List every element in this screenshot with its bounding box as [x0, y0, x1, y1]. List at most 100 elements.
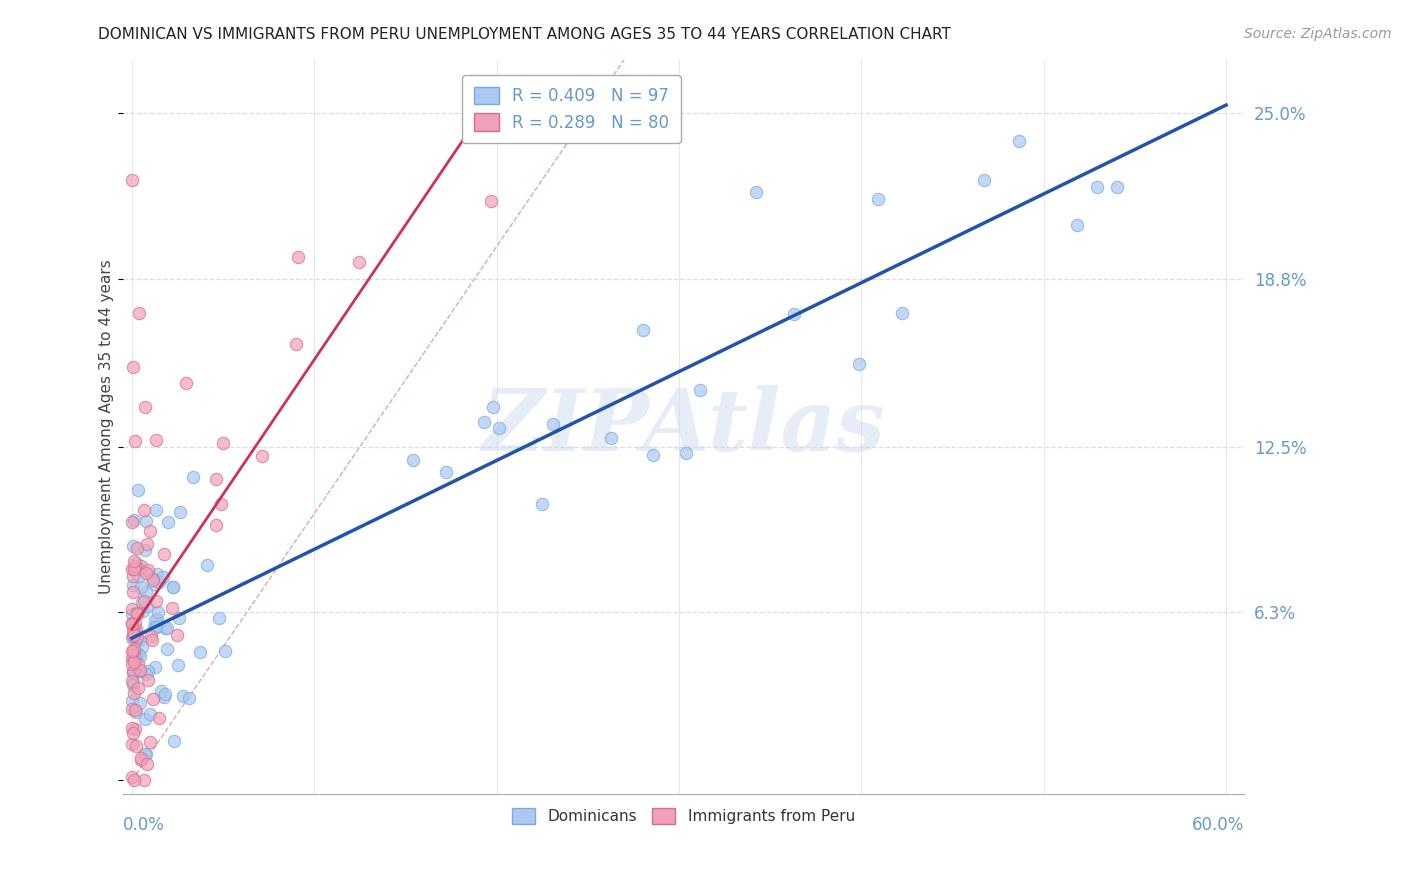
Point: [205, 518, 228, 533]
Point: [124, 615, 146, 630]
Point: [125, 607, 148, 622]
Point: [156, 642, 179, 657]
Point: [136, 673, 159, 688]
Point: [129, 559, 152, 574]
Point: [122, 644, 145, 658]
Point: [434, 465, 457, 479]
Point: [124, 665, 146, 680]
Point: [145, 620, 167, 634]
Point: [153, 687, 176, 701]
Point: [162, 580, 184, 594]
Point: [132, 604, 155, 618]
Point: [131, 595, 153, 609]
Point: [145, 502, 167, 516]
Point: [125, 705, 148, 719]
Point: [121, 607, 143, 622]
Point: [122, 663, 145, 677]
Point: [135, 514, 157, 528]
Point: [129, 751, 152, 765]
Point: [121, 515, 143, 529]
Point: [121, 173, 143, 187]
Point: [169, 611, 191, 625]
Point: [211, 436, 233, 450]
Point: [177, 690, 200, 705]
Point: [121, 562, 143, 576]
Point: [121, 694, 143, 708]
Point: [131, 640, 153, 654]
Point: [145, 567, 167, 582]
Point: [181, 469, 204, 483]
Point: [124, 648, 146, 662]
Point: [121, 664, 143, 678]
Point: [121, 602, 143, 616]
Point: [127, 648, 149, 662]
Point: [135, 666, 157, 681]
Point: [122, 648, 145, 662]
Point: [125, 556, 148, 570]
Point: [1066, 218, 1088, 232]
Point: [124, 703, 146, 717]
Point: [205, 472, 228, 486]
Point: [139, 734, 162, 748]
Point: [132, 503, 155, 517]
Point: [134, 712, 156, 726]
Point: [252, 449, 274, 463]
Text: 60.0%: 60.0%: [1192, 816, 1244, 834]
Point: [128, 664, 150, 678]
Point: [134, 543, 156, 558]
Point: [121, 585, 143, 599]
Point: [145, 434, 167, 448]
Point: [160, 601, 183, 615]
Point: [122, 623, 145, 637]
Point: [287, 250, 309, 264]
Point: [121, 666, 143, 681]
Point: [124, 722, 146, 736]
Point: [135, 585, 157, 599]
Point: [125, 541, 148, 555]
Point: [121, 624, 143, 639]
Point: [153, 690, 176, 704]
Point: [973, 173, 995, 187]
Point: [129, 697, 152, 711]
Point: [1085, 180, 1108, 194]
Point: [152, 570, 174, 584]
Point: [125, 631, 148, 645]
Point: [127, 681, 149, 695]
Point: [143, 577, 166, 591]
Point: [124, 434, 146, 448]
Point: [153, 621, 176, 635]
Point: [472, 415, 495, 429]
Text: 0.0%: 0.0%: [122, 816, 165, 834]
Point: [285, 337, 308, 351]
Point: [134, 747, 156, 761]
Point: [163, 733, 186, 747]
Point: [129, 580, 152, 594]
Point: [1008, 134, 1031, 148]
Point: [891, 306, 914, 320]
Text: Source: ZipAtlas.com: Source: ZipAtlas.com: [1244, 27, 1392, 41]
Point: [121, 539, 143, 553]
Point: [1105, 179, 1128, 194]
Point: [121, 673, 143, 688]
Point: [125, 632, 148, 647]
Point: [122, 562, 145, 576]
Point: [848, 358, 870, 372]
Point: [145, 594, 167, 608]
Point: [122, 629, 145, 643]
Point: [124, 648, 146, 662]
Point: [479, 194, 502, 209]
Point: [125, 739, 148, 753]
Point: [166, 628, 188, 642]
Point: [402, 453, 425, 467]
Point: [134, 566, 156, 581]
Point: [142, 573, 165, 587]
Text: DOMINICAN VS IMMIGRANTS FROM PERU UNEMPLOYMENT AMONG AGES 35 TO 44 YEARS CORRELA: DOMINICAN VS IMMIGRANTS FROM PERU UNEMPL…: [98, 27, 952, 42]
Point: [124, 558, 146, 573]
Point: [121, 644, 143, 658]
Point: [121, 676, 143, 690]
Point: [148, 711, 170, 725]
Point: [121, 617, 143, 632]
Point: [136, 563, 159, 577]
Point: [121, 657, 143, 671]
Point: [136, 757, 159, 772]
